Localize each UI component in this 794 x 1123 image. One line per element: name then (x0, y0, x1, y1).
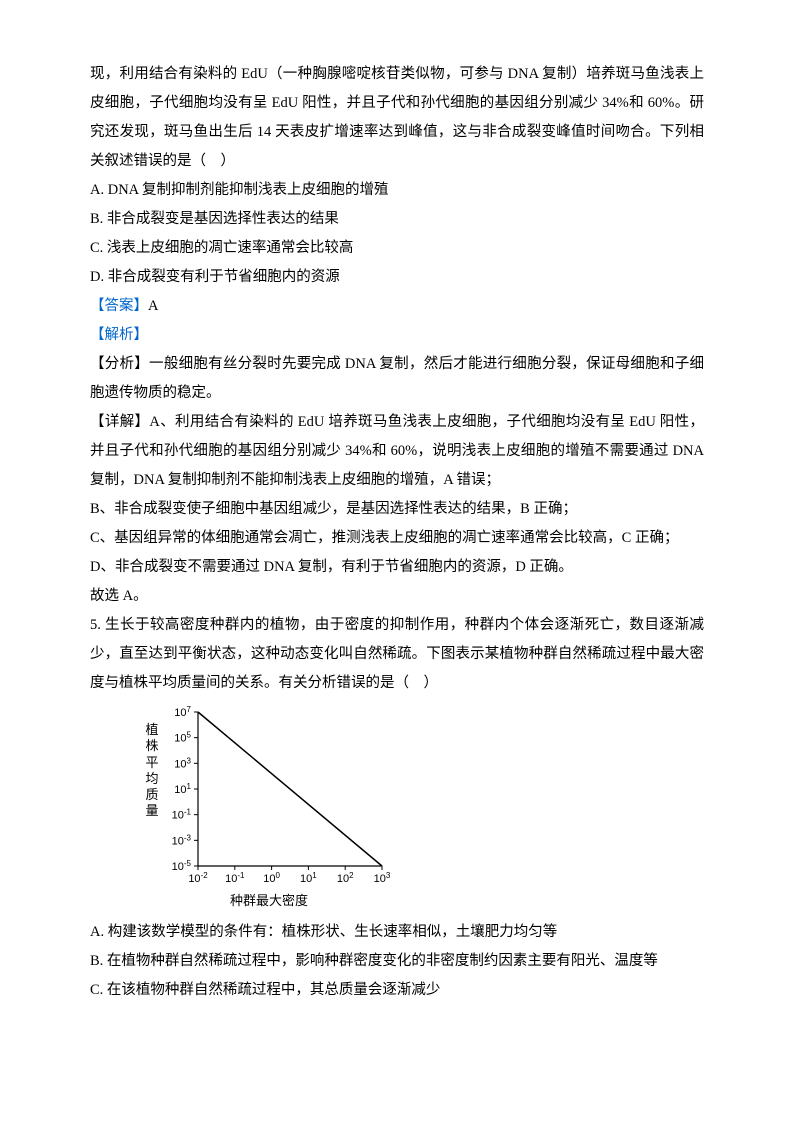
q4-option-d: D. 非合成裂变有利于节省细胞内的资源 (90, 263, 704, 292)
svg-text:10-2: 10-2 (188, 871, 208, 886)
svg-text:105: 105 (174, 730, 191, 745)
chart-ylabel: 植株平均质量 (144, 722, 160, 820)
xiangjie-d: D、非合成裂变不需要通过 DNA 复制，有利于节省细胞内的资源，D 正确。 (90, 553, 704, 582)
svg-text:10-5: 10-5 (172, 859, 192, 874)
xiangjie-b: B、非合成裂变使子细胞中基因组减少，是基因选择性表达的结果，B 正确； (90, 495, 704, 524)
density-mass-chart: 植株平均质量 10-510-310-110110310510710-210-11… (140, 704, 400, 914)
jiexi-label: 【解析】 (90, 321, 704, 350)
svg-text:10-1: 10-1 (225, 871, 245, 886)
q5-option-a: A. 构建该数学模型的条件有：植株形状、生长速率相似，土壤肥力均匀等 (90, 918, 704, 947)
q5-option-c: C. 在该植物种群自然稀疏过程中，其总质量会逐渐减少 (90, 976, 704, 1005)
svg-text:102: 102 (337, 871, 354, 886)
q5-option-b: B. 在植物种群自然稀疏过程中，影响种群密度变化的非密度制约因素主要有阳光、温度… (90, 947, 704, 976)
guxuan: 故选 A。 (90, 582, 704, 611)
svg-text:100: 100 (263, 871, 280, 886)
svg-text:10-3: 10-3 (172, 833, 192, 848)
chart-xlabel: 种群最大密度 (230, 888, 308, 914)
question4-stem: 现，利用结合有染料的 EdU（一种胸腺嘧啶核苷类似物，可参与 DNA 复制）培养… (90, 60, 704, 176)
question5-stem: 5. 生长于较高密度种群内的植物，由于密度的抑制作用，种群内个体会逐渐死亡，数目… (90, 611, 704, 698)
svg-text:103: 103 (174, 756, 191, 771)
svg-text:10-1: 10-1 (172, 807, 192, 822)
svg-text:101: 101 (174, 782, 191, 797)
q4-option-b: B. 非合成裂变是基因选择性表达的结果 (90, 205, 704, 234)
fenxi-text: 【分析】一般细胞有丝分裂时先要完成 DNA 复制，然后才能进行细胞分裂，保证母细… (90, 350, 704, 408)
q4-option-a: A. DNA 复制抑制剂能抑制浅表上皮细胞的增殖 (90, 176, 704, 205)
chart-svg: 10-5 10-3 10-1 101 103 105 107 10-2 10-1 100 101 10… (140, 704, 400, 899)
answer-line: 【答案】A (90, 292, 704, 321)
svg-text:103: 103 (374, 871, 391, 886)
answer-label: 【答案】 (90, 298, 148, 314)
xiangjie-c: C、基因组异常的体细胞通常会凋亡，推测浅表上皮细胞的凋亡速率通常会比较高，C 正… (90, 524, 704, 553)
svg-text:101: 101 (300, 871, 317, 886)
svg-text:107: 107 (174, 705, 191, 720)
xiangjie-a: 【详解】A、利用结合有染料的 EdU 培养斑马鱼浅表上皮细胞，子代细胞均没有呈 … (90, 408, 704, 495)
answer-value: A (148, 298, 158, 314)
q4-option-c: C. 浅表上皮细胞的凋亡速率通常会比较高 (90, 234, 704, 263)
